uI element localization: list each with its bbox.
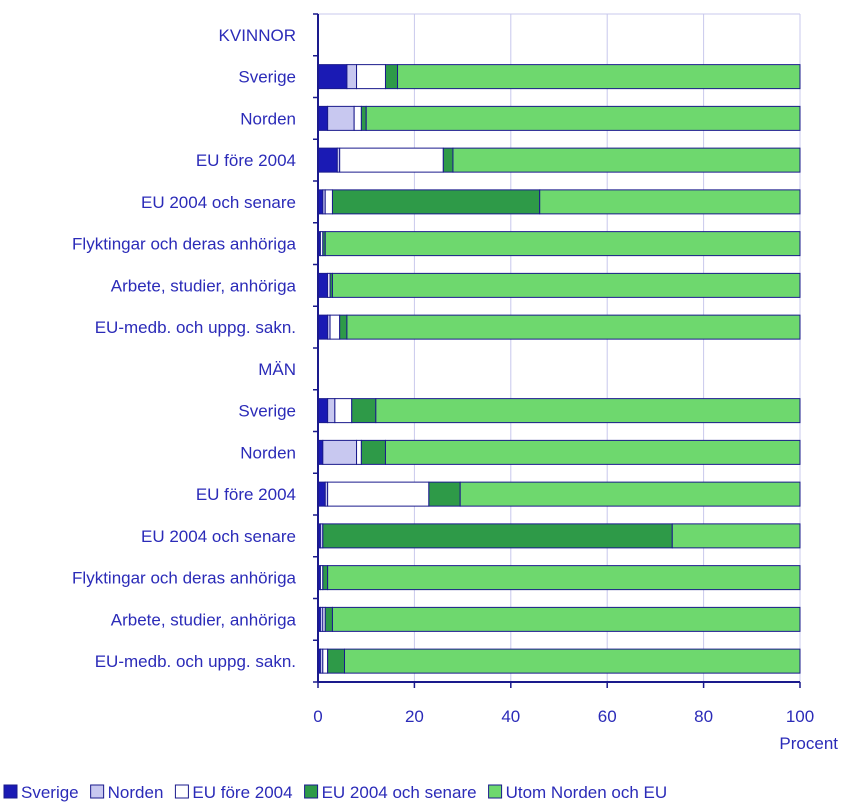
category-label: Norden bbox=[240, 443, 296, 462]
bar-segment bbox=[335, 399, 352, 423]
legend-item: Utom Norden och EU bbox=[489, 783, 668, 802]
category-label: Sverige bbox=[238, 68, 296, 87]
bar-segment bbox=[332, 190, 539, 214]
bar-segment bbox=[347, 315, 800, 339]
bar-segment bbox=[318, 106, 328, 130]
legend-label: Utom Norden och EU bbox=[506, 783, 668, 802]
bar-segment bbox=[332, 273, 800, 297]
x-tick-label: 0 bbox=[313, 707, 322, 726]
bar-segment bbox=[357, 440, 362, 464]
bar-segment bbox=[340, 148, 444, 172]
legend-item: EU före 2004 bbox=[175, 783, 292, 802]
bar-segment bbox=[318, 148, 337, 172]
bar-segment bbox=[366, 106, 800, 130]
legend-swatch bbox=[91, 785, 104, 798]
x-axis-label: Procent bbox=[779, 734, 838, 753]
legend: Sverige Norden EU före 2004 EU 2004 och sen… bbox=[4, 783, 667, 802]
legend-label: EU före 2004 bbox=[192, 783, 292, 802]
legend-label: Norden bbox=[108, 783, 164, 802]
x-tick-labels: 0 20 40 60 80 100 bbox=[313, 707, 814, 726]
bar-segment bbox=[443, 148, 453, 172]
legend-item: Norden bbox=[91, 783, 164, 802]
x-tick-label: 80 bbox=[694, 707, 713, 726]
legend-label: EU 2004 och senare bbox=[322, 783, 477, 802]
x-tick-label: 100 bbox=[786, 707, 814, 726]
bar-segment bbox=[328, 649, 345, 673]
x-tick-label: 40 bbox=[501, 707, 520, 726]
bar-segment bbox=[325, 232, 800, 256]
category-label: Sverige bbox=[238, 402, 296, 421]
category-label: EU 2004 och senare bbox=[141, 527, 296, 546]
category-label: Flyktingar och deras anhöriga bbox=[72, 569, 297, 588]
legend-swatch bbox=[305, 785, 318, 798]
category-label: Arbete, studier, anhöriga bbox=[111, 610, 297, 629]
bar-segment bbox=[323, 524, 672, 548]
bar-segment bbox=[354, 106, 361, 130]
bar-segment bbox=[361, 440, 385, 464]
category-label: KVINNOR bbox=[219, 26, 296, 45]
bar-segment bbox=[330, 315, 340, 339]
category-label: MÄN bbox=[258, 360, 296, 379]
bar-segment bbox=[361, 106, 366, 130]
bar-segment bbox=[376, 399, 800, 423]
bar-segment bbox=[540, 190, 800, 214]
bar-segment bbox=[323, 566, 328, 590]
bar-segment bbox=[672, 524, 800, 548]
bar-segment bbox=[318, 273, 328, 297]
bar-segment bbox=[323, 649, 328, 673]
bar-segment bbox=[340, 315, 347, 339]
bar-segment bbox=[357, 65, 386, 89]
category-label: EU-medb. och uppg. sakn. bbox=[95, 318, 296, 337]
bar-segment bbox=[347, 65, 357, 89]
legend-swatch bbox=[175, 785, 188, 798]
bar-segment bbox=[318, 482, 325, 506]
category-label: Arbete, studier, anhöriga bbox=[111, 276, 297, 295]
bar-segment bbox=[318, 65, 347, 89]
bar-segment bbox=[460, 482, 800, 506]
bars bbox=[318, 65, 800, 674]
bar-segment bbox=[328, 566, 800, 590]
bar-segment bbox=[328, 399, 335, 423]
legend-item: Sverige bbox=[4, 783, 79, 802]
category-label: EU före 2004 bbox=[196, 151, 296, 170]
category-label: EU 2004 och senare bbox=[141, 193, 296, 212]
category-label: EU före 2004 bbox=[196, 485, 296, 504]
bar-segment bbox=[318, 399, 328, 423]
bar-segment bbox=[325, 190, 332, 214]
x-tick-label: 60 bbox=[598, 707, 617, 726]
legend-label: Sverige bbox=[21, 783, 79, 802]
bar-segment bbox=[325, 607, 332, 631]
bar-segment bbox=[328, 106, 355, 130]
bar-segment bbox=[318, 315, 328, 339]
bar-segment bbox=[352, 399, 376, 423]
category-label: Norden bbox=[240, 109, 296, 128]
legend-item: EU 2004 och senare bbox=[305, 783, 477, 802]
bar-segment bbox=[323, 440, 357, 464]
bar-segment bbox=[429, 482, 460, 506]
bar-segment bbox=[385, 65, 397, 89]
bar-segment bbox=[385, 440, 800, 464]
bar-segment bbox=[398, 65, 800, 89]
bar-segment bbox=[345, 649, 800, 673]
bar-segment bbox=[328, 482, 429, 506]
legend-swatch bbox=[4, 785, 17, 798]
category-labels: KVINNOR Sverige Norden EU före 2004 EU 2004 … bbox=[72, 26, 297, 671]
x-tick-label: 20 bbox=[405, 707, 424, 726]
legend-swatch bbox=[489, 785, 502, 798]
category-label: EU-medb. och uppg. sakn. bbox=[95, 652, 296, 671]
bar-segment bbox=[332, 607, 800, 631]
category-label: Flyktingar och deras anhöriga bbox=[72, 235, 297, 254]
bar-segment bbox=[453, 148, 800, 172]
